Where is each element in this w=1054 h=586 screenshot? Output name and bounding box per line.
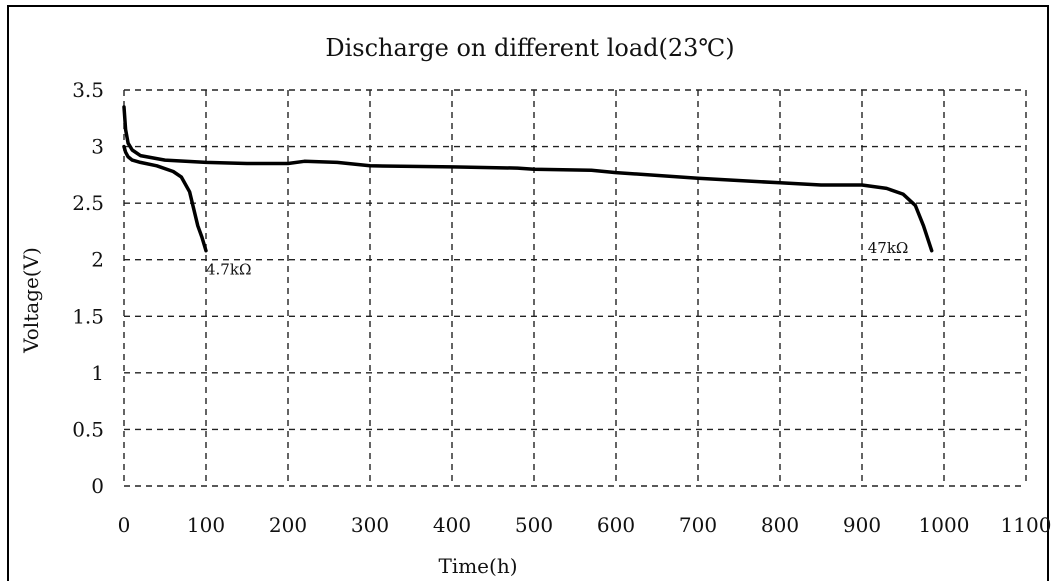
x-tick-label: 800	[761, 513, 799, 537]
x-tick-label: 900	[843, 513, 881, 537]
x-tick-label: 1100	[1001, 513, 1052, 537]
chart-title: Discharge on different load(23℃)	[325, 34, 734, 62]
y-tick-label: 3.5	[72, 78, 104, 102]
x-tick-label: 300	[351, 513, 389, 537]
y-tick-label: 2.5	[72, 191, 104, 215]
grid-layer	[123, 89, 1027, 487]
x-tick-label: 100	[187, 513, 225, 537]
series-line-47k	[122, 105, 934, 253]
y-tick-label: 1.5	[72, 304, 104, 328]
series-annotation: 4.7kΩ	[206, 260, 251, 278]
x-tick-label: 700	[679, 513, 717, 537]
x-tick-label: 200	[269, 513, 307, 537]
x-tick-label: 600	[597, 513, 635, 537]
y-axis-label: Voltage(V)	[19, 247, 43, 354]
annotation-layer: 4.7kΩ 47kΩ	[206, 239, 908, 278]
x-tick-label: 0	[118, 513, 131, 537]
y-tick-label: 0.5	[72, 417, 104, 441]
outer-frame	[7, 5, 1049, 586]
x-tick-labels: 0 100 200 300 400 500 600 700 800 900 1000 1100	[118, 513, 1052, 537]
x-axis-label: Time(h)	[438, 554, 517, 578]
series-line-4-7k	[122, 144, 208, 253]
series-annotation: 47kΩ	[868, 239, 909, 257]
x-tick-label: 1000	[919, 513, 970, 537]
y-tick-labels: 0 0.5 1 1.5 2 2.5 3 3.5	[72, 78, 104, 498]
y-tick-label: 0	[91, 474, 104, 498]
y-tick-label: 3	[91, 135, 104, 159]
y-tick-label: 2	[91, 248, 104, 272]
series-layer	[122, 105, 934, 253]
x-tick-label: 400	[433, 513, 471, 537]
y-tick-label: 1	[91, 361, 104, 385]
x-tick-label: 500	[515, 513, 553, 537]
